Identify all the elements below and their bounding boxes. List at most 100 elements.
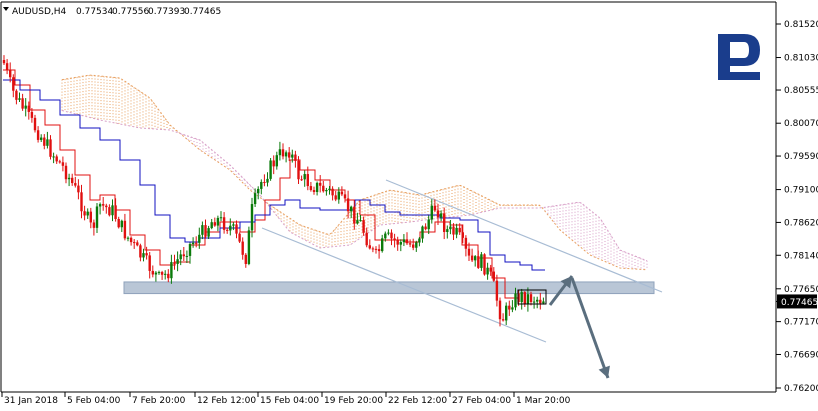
candle-body	[148, 255, 151, 271]
candle	[393, 233, 396, 248]
chart-header: AUDUSD,H4 0.77534 0.77556 0.77393 0.7746…	[3, 7, 221, 17]
arrow-shaft	[570, 277, 610, 379]
candle	[188, 242, 192, 264]
candle-body	[474, 256, 477, 261]
candle-body	[477, 256, 480, 268]
candle	[154, 271, 158, 282]
candle-body	[27, 105, 30, 112]
candle	[356, 212, 359, 225]
candle	[501, 313, 505, 322]
candle-body	[244, 254, 247, 264]
candle	[92, 219, 96, 236]
candle-body	[390, 232, 393, 239]
candle-body	[83, 211, 86, 216]
candle	[102, 196, 105, 211]
candle	[80, 184, 83, 219]
candle-body	[424, 226, 427, 230]
candle-body	[182, 254, 185, 257]
candle	[489, 264, 492, 276]
candle	[244, 253, 247, 268]
candle	[238, 232, 241, 243]
candlesticks	[2, 55, 547, 327]
candle-body	[393, 238, 396, 241]
candle-body	[309, 186, 313, 191]
candle-body	[216, 217, 220, 226]
candle	[433, 199, 437, 212]
candle-body	[387, 232, 390, 234]
candle-body	[95, 206, 99, 228]
candle-body	[374, 248, 378, 250]
candle	[49, 135, 52, 160]
candle-body	[253, 193, 257, 205]
candle	[284, 150, 288, 163]
candle-body	[64, 165, 68, 180]
senkou-span-b	[61, 110, 648, 262]
candle-body	[511, 307, 514, 310]
candle-body	[421, 226, 424, 239]
candle	[381, 234, 384, 253]
candle-body	[399, 242, 402, 245]
candle	[443, 207, 446, 240]
candle	[374, 246, 378, 254]
candle	[83, 205, 86, 221]
candle-body	[368, 245, 371, 249]
candle	[312, 186, 316, 195]
candle-body	[402, 239, 406, 243]
candle	[452, 223, 455, 240]
support-zone-band	[123, 281, 655, 295]
candle	[418, 237, 421, 247]
candle	[405, 232, 409, 246]
candle	[198, 227, 201, 249]
candle	[371, 246, 375, 253]
candle-body	[483, 254, 486, 275]
kijun-sen-line	[3, 79, 545, 271]
candle	[520, 288, 523, 310]
candle	[257, 186, 260, 200]
candle-body	[142, 253, 145, 258]
candle-body	[325, 190, 328, 192]
candle	[461, 224, 464, 244]
candle-body	[306, 174, 309, 187]
candle	[9, 62, 12, 83]
candle-body	[272, 160, 275, 167]
candle	[315, 181, 319, 196]
candle-body	[436, 210, 440, 218]
candle-body	[526, 294, 530, 304]
y-tick-label: 0.79100	[784, 186, 818, 196]
price-tag-box	[777, 294, 817, 309]
candle-body	[21, 98, 24, 109]
candle	[27, 101, 30, 120]
candle	[421, 225, 424, 243]
candle	[40, 134, 43, 142]
candle	[390, 229, 393, 246]
candle	[191, 237, 195, 248]
x-tick-label: 22 Feb 12:00	[388, 396, 447, 406]
x-tick-label: 12 Feb 12:00	[197, 396, 256, 406]
symbol-dropdown-icon[interactable]	[3, 7, 9, 11]
candle	[396, 236, 399, 251]
candle-body	[108, 207, 111, 216]
candle	[402, 234, 406, 247]
candle	[415, 240, 418, 252]
candle	[148, 252, 151, 279]
candle	[170, 254, 173, 284]
candle	[260, 179, 263, 195]
candle-body	[67, 177, 71, 180]
candle	[328, 186, 331, 195]
candle-body	[523, 292, 526, 304]
candle	[30, 107, 34, 123]
candle-body	[359, 220, 362, 222]
candle	[412, 238, 415, 251]
candle-body	[427, 219, 430, 230]
candle	[126, 236, 130, 242]
candle	[226, 227, 229, 234]
candle-body	[269, 160, 272, 179]
candle	[483, 253, 486, 276]
candle-body	[195, 242, 198, 244]
candle-body	[439, 213, 443, 218]
candle-body	[300, 179, 303, 181]
candle	[334, 190, 337, 202]
candle	[247, 226, 251, 266]
candle	[474, 255, 477, 267]
candle-body	[257, 188, 260, 194]
